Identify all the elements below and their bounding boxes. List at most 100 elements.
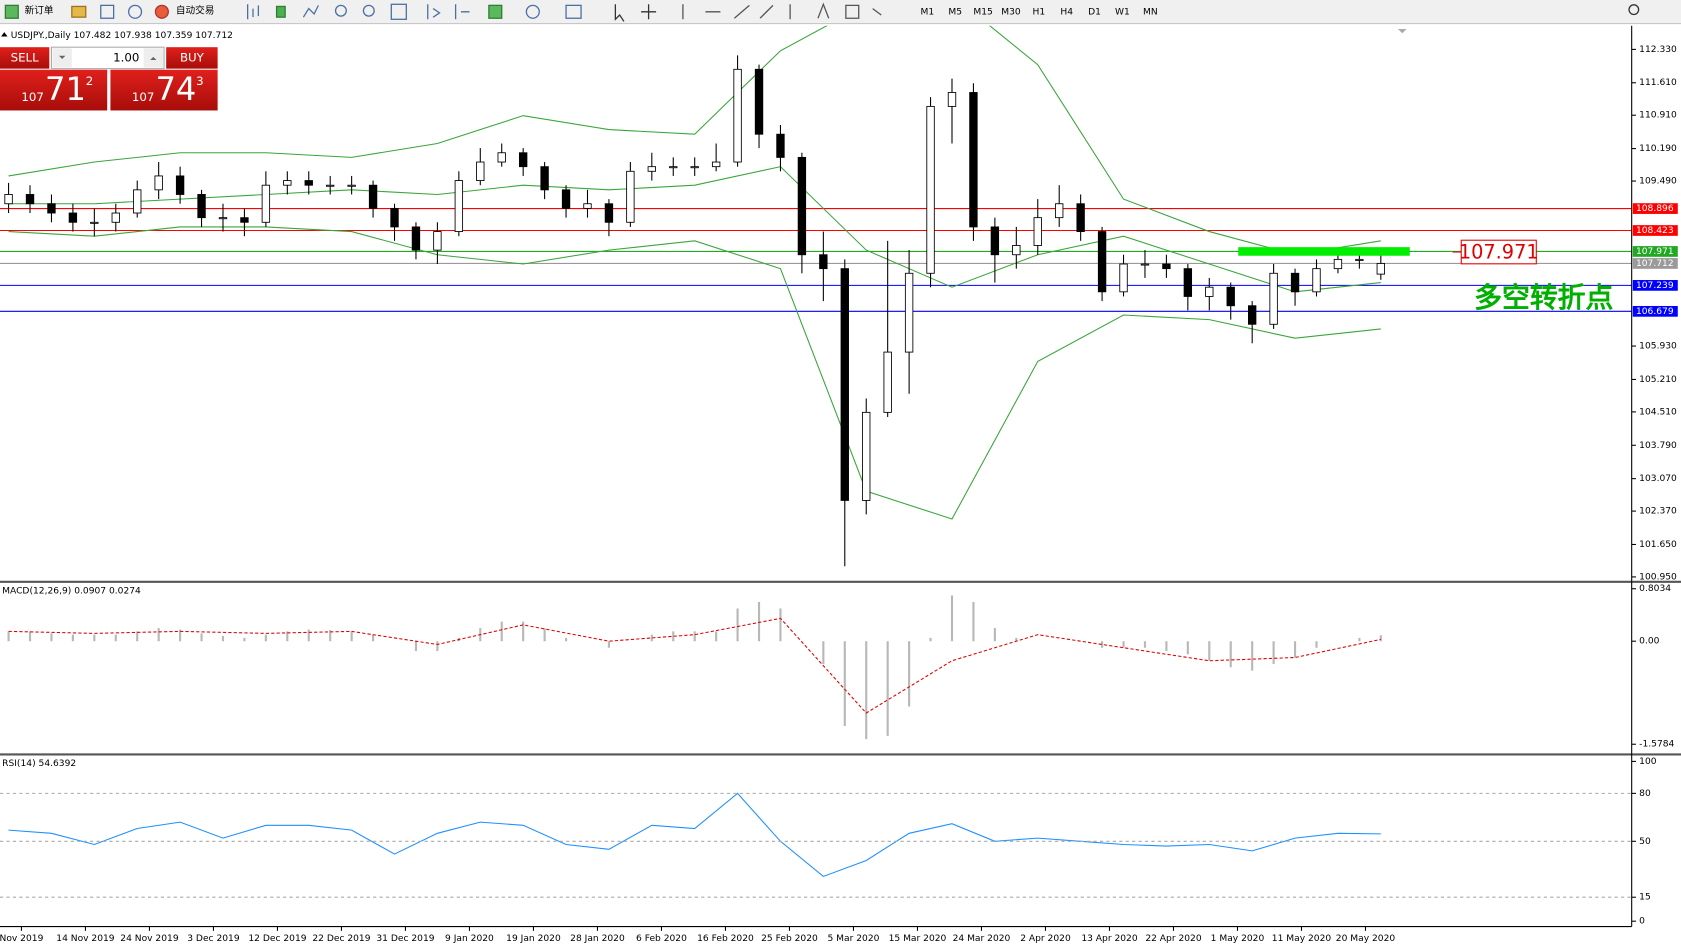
candle-body [1290,272,1300,293]
y-tick-label: 110.190 [1639,144,1677,154]
buy-button[interactable] [166,47,218,69]
toolbar [0,0,1681,24]
y-tick-label: 101.650 [1639,540,1677,550]
sell-price-box[interactable] [0,69,108,111]
candle-body [283,180,292,186]
timeframe-button[interactable]: MN [1143,7,1158,17]
icon[interactable] [247,4,260,20]
x-tick-label: 16 Feb 2020 [697,934,754,944]
candle-body [1376,263,1386,275]
x-tick-label: 25 Feb 2020 [761,934,818,944]
timeframe-button[interactable]: H4 [1060,7,1073,17]
timeframe-button[interactable]: H1 [1033,7,1046,17]
x-tick-label: 12 Dec 2019 [248,934,306,944]
candle-body [926,105,935,274]
level-tag [1632,305,1678,317]
periods-icon[interactable] [525,4,540,19]
candle-body [1355,258,1364,261]
candle-body [1055,203,1064,219]
crosshair-icon[interactable] [641,4,657,20]
marker-label: 107.971 [1459,241,1539,264]
x-tick-label: 2 Apr 2020 [1020,934,1071,944]
indicators-icon[interactable] [488,4,503,19]
lot-value[interactable]: 1.00 [113,50,139,64]
header-marker [1,32,8,37]
rsi-panel [8,792,1381,878]
candle-body [1269,272,1278,325]
candle-body [25,194,35,205]
zoom-in-icon[interactable] [334,4,347,17]
chart-area [0,25,1632,927]
level-tag [1632,203,1678,214]
new-order-label[interactable]: 新订单 [25,5,54,17]
timeframe-button[interactable]: M30 [1001,7,1021,17]
y-tick-label: 0.8034 [1639,584,1671,594]
x-tick-label: 24 Mar 2020 [953,934,1011,944]
rsi-label: RSI(14) 54.6392 [2,759,76,769]
candle-body [1183,268,1193,297]
y-tick-label: 0 [1639,917,1645,927]
candle-body [347,184,356,187]
candle-body [133,189,142,214]
search-icon[interactable] [1628,4,1640,16]
candle-body [197,194,206,219]
y-tick-label: 105.210 [1639,375,1677,385]
auto-trading-icon[interactable] [154,4,169,19]
x-tick-label: 28 Jan 2020 [570,934,625,944]
candle-body [626,170,635,223]
candle-body [840,268,849,501]
sell-button[interactable] [0,47,50,69]
candle-body [711,161,721,168]
timeframe-button[interactable]: M5 [948,7,962,17]
candle-body [1333,258,1343,270]
icon[interactable] [427,4,441,20]
timeframe-button[interactable]: M15 [973,7,992,17]
macd-panel [7,595,1382,740]
timeframe-button[interactable]: D1 [1088,7,1101,17]
templates-icon[interactable] [565,4,582,19]
candle-body [1097,231,1107,293]
buy-label[interactable]: BUY [180,50,205,64]
lot-input[interactable] [50,46,165,70]
one-click-trading: SELL 1.00 BUY 107 71 2 107 74 3 [0,46,218,111]
candle-body [518,152,528,168]
sell-label[interactable]: SELL [11,50,39,64]
y-tick-label: 100 [1639,757,1657,767]
new-order-icon[interactable] [4,4,19,19]
candle-body [561,189,571,209]
zoom-out-icon[interactable] [362,4,375,17]
annotation: 多空转折点 [1474,281,1613,314]
icon[interactable] [302,5,319,18]
buy-price-box[interactable] [110,69,218,111]
level-tag [1632,246,1678,257]
icon[interactable] [275,5,286,18]
candle-body [240,217,249,223]
candle-body [1205,286,1214,297]
cursor-icon[interactable] [614,4,625,22]
candle-body [4,194,13,205]
icon[interactable] [100,4,115,19]
draw-tools[interactable] [682,2,882,20]
icon[interactable] [128,4,143,19]
candle-body [862,411,871,501]
icon[interactable] [390,3,407,20]
timeframe-bar: M1 M5 M15 M30 H1 H4 D1 W1 MN [921,7,1158,17]
icon[interactable] [454,4,470,20]
timeframe-button[interactable]: M1 [921,7,935,17]
candle-body [540,166,549,191]
candle-body [411,226,421,251]
y-tick-label: 102.370 [1639,507,1677,517]
candle-body [990,226,1000,256]
timeframe-button[interactable]: W1 [1115,7,1130,17]
auto-trading-label[interactable]: 自动交易 [176,5,215,17]
x-tick-label: 14 Nov 2019 [56,934,115,944]
icon[interactable] [71,5,87,18]
x-tick-label: 20 May 2020 [1336,934,1396,944]
candle-body [690,166,699,169]
level-tag [1632,258,1678,269]
candle-body [904,272,914,353]
y-tick-label: 0.00 [1639,637,1659,647]
y-tick-label: 100.950 [1639,572,1677,582]
x-tick-label: 24 Nov 2019 [120,934,179,944]
candle-body [454,180,464,232]
